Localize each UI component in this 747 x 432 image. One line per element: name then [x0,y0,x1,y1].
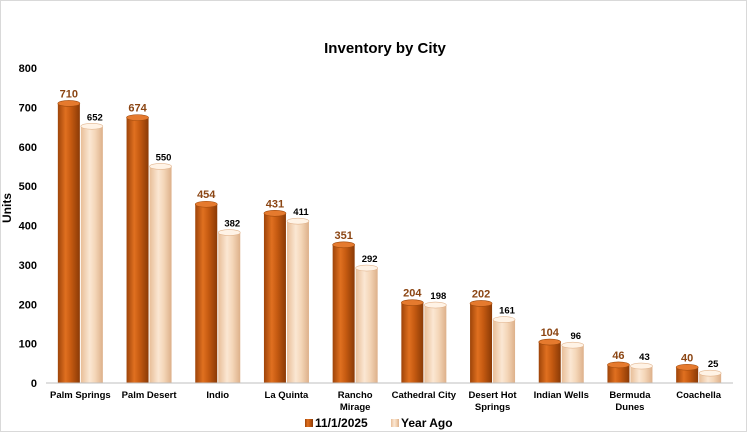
legend-label: Year Ago [401,416,453,430]
legend-swatch [305,419,313,427]
value-label-current: 431 [266,198,284,210]
bar-current-cap [263,209,287,217]
bar-year-ago-cap [630,362,653,370]
value-label-current: 46 [612,350,624,362]
bar-current [470,303,493,383]
bar-current-cap [126,114,149,121]
bar-current [332,244,355,383]
value-label-current: 710 [60,88,78,100]
bar-current [607,364,630,383]
y-tick-label: 800 [19,63,37,75]
value-label-year-ago: 550 [156,152,172,163]
bar-year-ago [218,232,241,383]
y-tick-label: 700 [19,102,37,114]
bar-year-ago [561,345,584,383]
value-label-current: 202 [472,288,490,300]
category-label: Indio [206,390,229,401]
bar-current [676,367,699,383]
y-tick-label: 500 [19,181,37,193]
value-label-year-ago: 25 [708,359,719,370]
bar-current-cap [675,363,699,371]
bar-year-ago-cap [217,229,241,236]
bar-current [401,302,424,383]
category-label: Dunes [615,402,644,413]
bar-current [263,213,286,383]
bar-current [195,204,218,383]
category-label: Desert Hot [469,390,518,401]
category-label: Palm Springs [50,390,111,401]
bar-year-ago-cap [355,264,378,272]
y-axis-label: Units [0,193,14,223]
bar-year-ago-cap [492,316,516,323]
bar-current-cap [538,338,562,346]
chart-title: Inventory by City [324,40,446,57]
value-label-year-ago: 96 [570,331,581,342]
legend-swatch [391,419,399,427]
bar-year-ago-cap [286,217,310,225]
y-axis: 0 100 200 300 400 500 600 700 800 [19,63,37,390]
value-labels-group: 710 652 674 550 454 382 431 411 351 292 204 198 202 1… [60,88,719,370]
bar-current [126,117,149,384]
bar-year-ago [355,268,378,383]
bar-year-ago [80,126,103,384]
bar-current [538,342,561,383]
bar-year-ago [424,305,447,383]
value-label-year-ago: 198 [430,291,446,302]
bar-year-ago [630,366,653,383]
bar-year-ago-cap [561,341,585,349]
value-label-year-ago: 411 [293,207,309,218]
value-label-year-ago: 292 [362,254,378,265]
bars-group [57,100,722,384]
legend-label: 11/1/2025 [315,416,368,430]
bar-current-cap [401,299,424,306]
value-label-year-ago: 161 [499,306,516,317]
category-label: Bermuda [609,390,651,401]
bar-current-cap [332,241,355,249]
bar-year-ago [149,166,172,383]
bar-year-ago-cap [698,369,722,377]
bar-current [57,103,80,383]
value-label-current: 104 [541,327,560,339]
bar-year-ago-cap [80,122,104,130]
category-label: Mirage [340,402,371,413]
value-label-current: 204 [403,288,422,300]
legend: 11/1/2025 Year Ago [305,416,453,430]
category-label: Cathedral City [392,390,457,401]
value-label-year-ago: 43 [639,352,650,363]
bar-year-ago-cap [149,163,172,170]
category-label: Springs [475,402,510,413]
category-label: Indian Wells [534,390,589,401]
bar-year-ago [493,319,516,383]
bar-current-cap [607,361,630,369]
category-label: Coachella [676,390,722,401]
bar-current-cap [194,200,218,208]
bar-year-ago [699,373,722,383]
category-label: Rancho [338,390,373,401]
bar-year-ago-cap [424,301,447,309]
value-label-year-ago: 652 [87,112,103,123]
y-tick-label: 300 [19,260,37,272]
value-label-current: 40 [681,352,693,364]
category-label: Palm Desert [122,390,178,401]
value-label-current: 674 [128,103,147,115]
value-label-current: 454 [197,189,216,201]
y-tick-label: 600 [19,142,37,154]
x-axis: Palm Springs Palm Desert Indio La Quinta Ran… [50,390,722,413]
y-tick-label: 100 [19,339,37,351]
category-label: La Quinta [265,390,310,401]
bar-year-ago [286,221,309,383]
bar-current-cap [469,300,493,307]
value-label-year-ago: 382 [224,219,240,230]
y-tick-label: 200 [19,299,37,311]
y-tick-label: 400 [19,221,37,233]
y-tick-label: 0 [31,378,37,390]
value-label-current: 351 [334,230,352,242]
bar-current-cap [57,100,81,107]
